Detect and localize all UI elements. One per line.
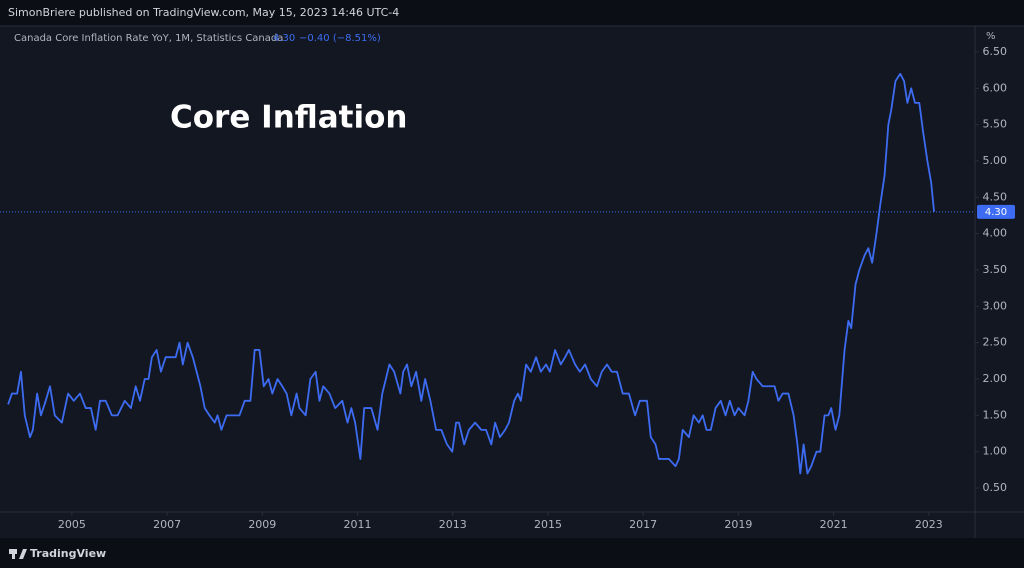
y-tick-label: 3.50	[983, 263, 1008, 276]
legend-change: −0.40 (−8.51%)	[299, 33, 381, 44]
x-tick-label: 2005	[58, 518, 86, 531]
annotation: Core Inflation	[170, 100, 407, 136]
x-tick-label: 2011	[344, 518, 372, 531]
header: SimonBriere published on TradingView.com…	[8, 6, 399, 19]
y-tick-label: 6.50	[983, 45, 1008, 58]
logo	[9, 549, 27, 559]
last-value-tag-label: 4.30	[985, 207, 1007, 218]
x-tick-label: 2013	[439, 518, 467, 531]
logo-mark	[19, 549, 27, 559]
legend-title: Canada Core Inflation Rate YoY, 1M, Stat…	[14, 33, 283, 44]
footer: TradingView	[30, 547, 106, 560]
header-bar	[0, 0, 1024, 26]
y-tick-label: 2.50	[983, 336, 1008, 349]
y-tick-label: 5.00	[983, 154, 1008, 167]
x-tick-label: 2021	[820, 518, 848, 531]
x-tick-label: 2023	[915, 518, 943, 531]
y-tick-label: 0.50	[983, 481, 1008, 494]
line-series	[7, 72, 935, 475]
y-tick-label: 2.00	[983, 372, 1008, 385]
y-tick-label: 5.50	[983, 118, 1008, 131]
y-tick-label: 4.00	[983, 227, 1008, 240]
y-tick-label: 6.00	[983, 81, 1008, 94]
x-tick-label: 2019	[724, 518, 752, 531]
footer-bar	[0, 538, 1024, 568]
x-tick-label: 2017	[629, 518, 657, 531]
last-value-tag	[977, 204, 1015, 219]
y-tick-label: 3.00	[983, 299, 1008, 312]
logo-mark	[12, 549, 15, 559]
y-tick-label: 1.00	[983, 445, 1008, 458]
legend-last-value: 4.30	[273, 33, 295, 44]
x-tick-label: 2009	[248, 518, 276, 531]
unit-label: %	[986, 31, 996, 42]
y-tick-label: 4.50	[983, 190, 1008, 203]
x-tick-label: 2007	[153, 518, 181, 531]
x-tick-label: 2015	[534, 518, 562, 531]
y-tick-label: 1.50	[983, 408, 1008, 421]
